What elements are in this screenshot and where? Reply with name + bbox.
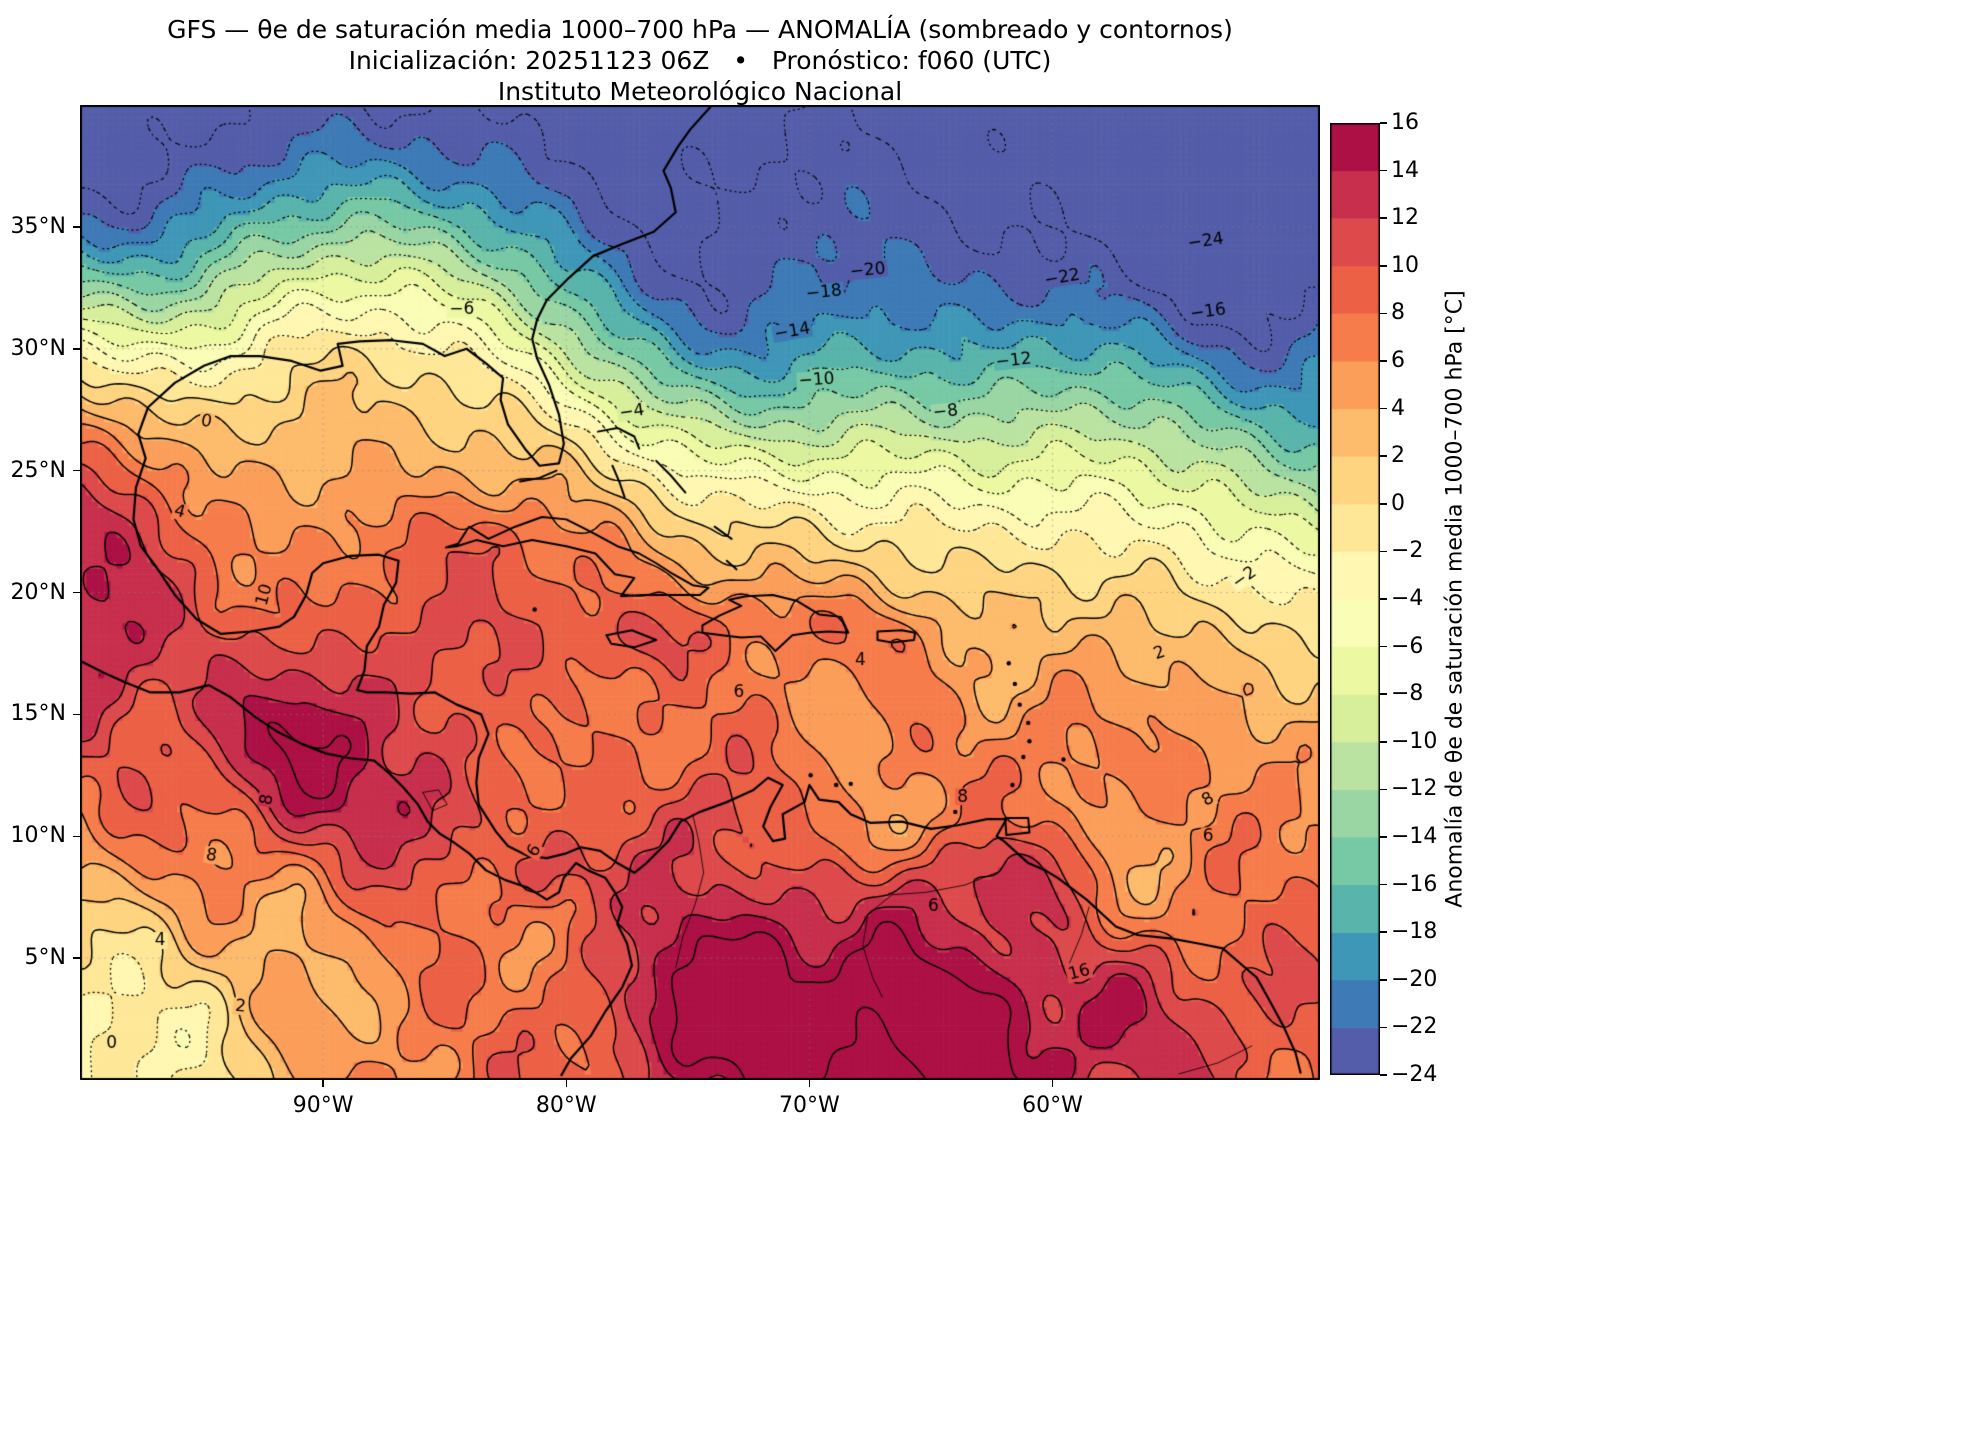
y-tick-label: 15°N [10, 701, 66, 727]
y-tick-mark [73, 591, 80, 594]
colorbar-tick-label: 2 [1391, 443, 1405, 469]
x-tick-label: 70°W [779, 1093, 840, 1118]
y-tick-label: 10°N [10, 823, 66, 849]
colorbar-tick-label: −8 [1391, 681, 1424, 707]
colorbar-tick-mark [1380, 265, 1387, 267]
title-line-2: Inicialización: 20251123 06Z • Pronóstic… [348, 46, 1052, 75]
colorbar-tick-label: 14 [1391, 157, 1419, 183]
colorbar-tick-label: −2 [1391, 538, 1424, 564]
colorbar-tick-mark [1380, 645, 1387, 648]
colorbar-tick-mark [1380, 931, 1387, 933]
y-tick-label: 30°N [10, 335, 66, 361]
colorbar-tick-label: −20 [1391, 966, 1438, 992]
y-tick-label: 5°N [24, 945, 66, 971]
colorbar-tick-mark [1380, 122, 1387, 124]
colorbar-canvas [1330, 123, 1380, 1075]
colorbar-tick-label: −22 [1391, 1014, 1438, 1040]
x-tick-label: 80°W [535, 1093, 597, 1118]
x-tick-label: 90°W [292, 1093, 354, 1118]
colorbar-tick-label: −10 [1391, 728, 1438, 754]
colorbar-tick-mark [1380, 598, 1387, 600]
figure-title: GFS — θe de saturación media 1000–700 hP… [80, 14, 1320, 107]
title-line-3: Instituto Meteorológico Nacional [497, 77, 903, 106]
colorbar-tick-mark [1380, 1026, 1387, 1029]
colorbar-tick-mark [1380, 169, 1387, 172]
colorbar-tick-mark [1380, 1074, 1387, 1076]
colorbar-tick-mark [1380, 979, 1387, 981]
colorbar-tick-mark [1380, 693, 1387, 695]
colorbar-tick-mark [1380, 883, 1387, 886]
colorbar-tick-label: −14 [1391, 824, 1438, 849]
colorbar-tick-label: 8 [1391, 300, 1405, 326]
colorbar-tick-mark [1380, 312, 1387, 315]
colorbar-tick-label: 6 [1391, 348, 1405, 373]
x-tick-mark [808, 1080, 811, 1087]
colorbar-tick-label: −16 [1391, 871, 1438, 897]
colorbar-tick-label: 0 [1391, 490, 1405, 516]
colorbar-tick-mark [1380, 550, 1387, 553]
colorbar-tick-label: 4 [1391, 395, 1405, 421]
map-canvas [80, 105, 1320, 1080]
x-tick-mark [565, 1080, 568, 1087]
x-tick-mark [322, 1080, 324, 1087]
colorbar-tick-label: −6 [1391, 633, 1424, 659]
x-tick-label: 60°W [1022, 1093, 1083, 1118]
x-tick-mark [1051, 1080, 1054, 1087]
y-tick-mark [73, 957, 80, 959]
colorbar-tick-label: −18 [1391, 919, 1438, 945]
colorbar-tick-label: −4 [1391, 586, 1424, 611]
y-tick-label: 20°N [10, 579, 66, 605]
y-tick-mark [73, 835, 80, 837]
colorbar-tick-label: −24 [1391, 1062, 1438, 1087]
title-line-1: GFS — θe de saturación media 1000–700 hP… [167, 15, 1233, 44]
colorbar-tick-mark [1380, 836, 1387, 838]
y-tick-mark [73, 348, 80, 350]
y-tick-label: 35°N [10, 213, 66, 239]
colorbar-tick-mark [1380, 217, 1387, 219]
colorbar-tick-label: −12 [1391, 776, 1438, 802]
colorbar-tick-mark [1380, 407, 1387, 410]
colorbar-tick-mark [1380, 741, 1387, 743]
colorbar-tick-mark [1380, 788, 1387, 791]
y-tick-mark [73, 226, 80, 228]
colorbar-tick-label: 12 [1391, 205, 1419, 231]
y-tick-label: 25°N [10, 457, 66, 483]
colorbar-tick-mark [1380, 360, 1387, 362]
colorbar-tick-mark [1380, 455, 1387, 457]
colorbar-tick-label: 16 [1391, 110, 1419, 135]
y-tick-mark [73, 469, 80, 472]
y-tick-mark [73, 713, 80, 716]
colorbar-tick-label: 10 [1391, 252, 1419, 278]
colorbar-tick-mark [1380, 503, 1387, 505]
